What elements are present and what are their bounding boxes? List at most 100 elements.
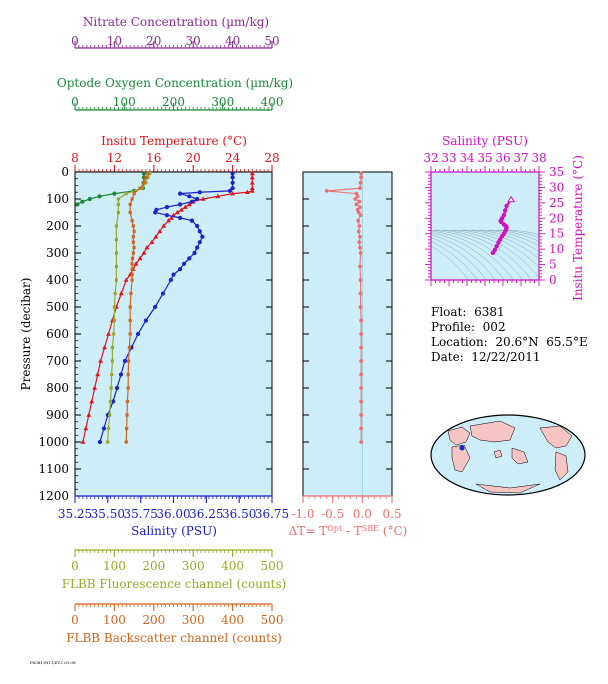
temperature-point	[137, 255, 143, 261]
fluorescence-axis-title: FLBB Fluorescence channel (counts)	[62, 577, 287, 591]
salinity-point	[227, 188, 233, 193]
ts-point	[492, 247, 498, 252]
date-label: Date:	[431, 350, 464, 364]
temperature-point	[86, 412, 92, 417]
backscatter-point	[126, 359, 131, 363]
backscatter-point	[131, 224, 135, 228]
nitrate-tick-label: 40	[225, 34, 240, 48]
fluorescence-tick-label: 100	[103, 559, 126, 573]
ts-salinity-tick-label: 33	[441, 151, 456, 165]
delta-point	[356, 210, 361, 215]
density-contour	[496, 229, 539, 238]
pressure-axis: 0 100 200 300 400 500 600 700 800 900 1000 1100 1200	[38, 165, 272, 503]
date-value: 12/22/2011	[471, 350, 541, 364]
ts-temperature-tick-label: 15	[549, 227, 564, 241]
temperature-tick-label: 12	[107, 151, 122, 165]
oxygen-tick-label: 200	[162, 95, 185, 109]
delta-point	[354, 202, 359, 207]
ts-point	[502, 208, 508, 213]
backscatter-point	[126, 372, 130, 377]
pressure-tick-label: 900	[46, 408, 69, 422]
nitrate-tick-label: 30	[186, 34, 201, 48]
salinity-point	[177, 215, 183, 220]
delta-point	[358, 305, 363, 309]
backscatter-tick-label: 100	[103, 613, 126, 627]
temperature-point	[215, 193, 221, 199]
delta-title-sup-opt: Opt	[327, 524, 343, 533]
temperature-point	[95, 371, 101, 377]
backscatter-point	[125, 413, 129, 417]
temperature-point	[175, 209, 180, 215]
temperature-line	[82, 173, 253, 443]
ts-salinity-tick-label: 35	[477, 151, 492, 165]
salinity-point	[171, 272, 176, 277]
main-plot-area	[74, 171, 273, 497]
temperature-point	[92, 385, 98, 390]
temperature-tick-label: 16	[146, 151, 161, 165]
backscatter-point	[130, 262, 134, 266]
temperature-point	[169, 215, 174, 220]
salinity-point	[97, 439, 103, 445]
backscatter-point	[130, 273, 134, 277]
backscatter-tick-label: 0	[71, 613, 79, 627]
backscatter-point	[132, 192, 136, 196]
temperature-point	[118, 290, 124, 296]
temperature-tick-label: 24	[225, 151, 241, 165]
fluorescence-point	[114, 224, 118, 228]
temperature-tick-label: 8	[71, 151, 79, 165]
location-line: Location: 20.6°N 65.5°E	[431, 335, 588, 350]
delta-point	[359, 171, 364, 176]
salinity-point	[101, 426, 106, 431]
fluorescence-point	[114, 237, 118, 242]
backscatter-point	[128, 210, 132, 215]
ts-temperature-tick-label: 0	[549, 273, 557, 287]
salinity-point	[177, 202, 183, 207]
delta-plot-area	[302, 171, 393, 497]
pressure-tick-label: 100	[46, 192, 69, 206]
delta-point	[359, 440, 364, 444]
temperature-point	[141, 250, 147, 255]
ts-density-contours	[431, 229, 539, 280]
fluorescence-point	[124, 192, 128, 196]
salinity-point	[168, 277, 173, 283]
ts-salinity-axis: 32 33 34 35 36 37 38	[423, 151, 547, 286]
delta-point	[359, 399, 364, 404]
salinity-point	[187, 256, 192, 261]
ts-temperature-tick-label: 5	[549, 258, 557, 272]
salinity-tick-label: 36.75	[255, 507, 289, 521]
temperature-axis: Insitu Temperature (°C) 8 12 16 20 24 28	[71, 134, 280, 173]
pressure-tick-label: 200	[46, 219, 69, 233]
backscatter-point	[125, 426, 129, 431]
temperature-point	[89, 398, 95, 404]
backscatter-point	[128, 305, 132, 309]
oxygen-axis: Optode Oxygen Concentration (µm/kg) 0 100…	[57, 76, 293, 111]
temperature-point	[80, 439, 86, 444]
delta-point	[359, 332, 364, 336]
delta-tick-label: -0.5	[321, 507, 344, 521]
salinity-point	[153, 304, 158, 310]
salinity-point	[195, 245, 200, 250]
backscatter-point	[132, 229, 136, 233]
delta-point	[358, 213, 363, 218]
fluorescence-tick-label: 300	[182, 559, 205, 573]
oxygen-line	[77, 173, 145, 205]
float-label: Float:	[431, 305, 467, 319]
salinity-point	[153, 210, 158, 215]
fluorescence-tick-label: 0	[71, 559, 79, 573]
salinity-point	[177, 191, 183, 196]
fluorescence-point	[108, 399, 113, 404]
fluorescence-point	[140, 186, 144, 190]
float-line: Float: 6381	[431, 305, 588, 320]
backscatter-point	[128, 318, 132, 323]
delta-point	[355, 194, 360, 199]
fluorescence-point	[110, 345, 115, 350]
delta-point	[353, 197, 358, 201]
salinity-point	[197, 190, 202, 195]
date-line: Date: 12/22/2011	[431, 350, 588, 365]
delta-point	[358, 234, 362, 239]
density-contour	[469, 229, 539, 253]
backscatter-point	[142, 181, 146, 185]
delta-point	[358, 245, 362, 250]
